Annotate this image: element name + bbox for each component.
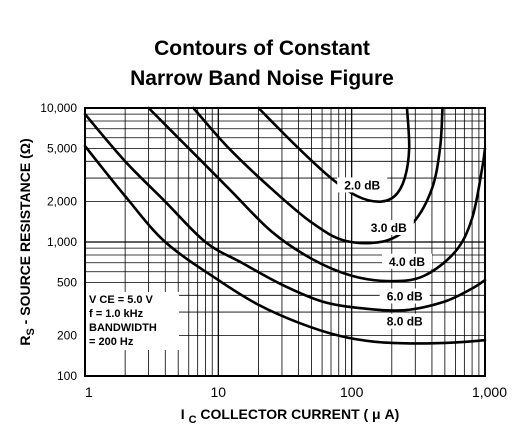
contour-8-0-db: [83, 144, 487, 345]
conditions-box: V CE = 5.0 V f = 1.0 kHz BANDWIDTH = 200…: [86, 292, 179, 350]
conditions-background: [86, 292, 179, 350]
y-tick-label: 100: [57, 369, 77, 383]
chart-title-line-1: Contours of Constant: [154, 37, 370, 60]
y-tick-label: 1,000: [47, 235, 77, 249]
contour-label-background: [379, 313, 430, 329]
plot-frame: [84, 107, 486, 377]
grid: [85, 108, 485, 376]
y-axis-label-prefix: R: [17, 336, 33, 346]
x-tick-label: 1: [85, 384, 93, 400]
y-tick-label: 200: [57, 329, 77, 343]
contour-3-0-db: [192, 106, 444, 245]
contour-4-0-db: [147, 106, 487, 283]
chart-title-line-2: Narrow Band Noise Figure: [130, 67, 394, 90]
contour-2-0-db: [257, 106, 411, 203]
contour-label-background: [363, 220, 414, 235]
condition-bandwidth-value: = 200 Hz: [89, 336, 134, 348]
contour-label-4-0-db: 4.0 dB: [389, 255, 425, 269]
x-axis-label-subscript: C: [189, 414, 197, 426]
y-tick-label: 500: [57, 275, 77, 289]
y-axis-label-subscript: S: [25, 328, 37, 335]
condition-bandwidth: BANDWIDTH: [89, 322, 157, 334]
contour-label-8-0-db: 8.0 dB: [387, 315, 423, 329]
y-axis-label-text: - SOURCE RESISTANCE (Ω): [17, 138, 33, 328]
y-tick-label: 2,000: [47, 195, 77, 209]
x-axis-label-prefix: I: [181, 406, 185, 422]
x-tick-label: 100: [340, 384, 364, 400]
x-axis-label-text: COLLECTOR CURRENT ( μ A): [197, 406, 400, 422]
contour-curves: [83, 106, 487, 345]
contour-label-6-0-db: 6.0 dB: [387, 290, 423, 304]
condition-vce: V CE = 5.0 V: [89, 294, 154, 306]
contour-label-3-0-db: 3.0 dB: [371, 221, 407, 235]
x-tick-label: 1,000: [472, 384, 507, 400]
contour-label-background: [379, 288, 430, 304]
contour-label-background: [382, 253, 432, 269]
tick-labels: 10,000 5,000 2,000 1,000 500 200 100 1 10 100 1,00…: [40, 101, 507, 400]
condition-frequency: f = 1.0 kHz: [89, 308, 144, 320]
contour-label-background: [337, 177, 388, 193]
contour-6-0-db: [83, 112, 487, 312]
y-tick-label: 10,000: [40, 101, 77, 115]
x-tick-label: 10: [211, 384, 227, 400]
contour-labels: 2.0 dB 3.0 dB 4.0 dB 6.0 dB 8.0 dB: [337, 177, 432, 329]
y-tick-label: 5,000: [47, 141, 77, 155]
y-axis-label: RS - SOURCE RESISTANCE (Ω): [17, 138, 37, 345]
contour-label-2-0-db: 2.0 dB: [344, 178, 380, 192]
